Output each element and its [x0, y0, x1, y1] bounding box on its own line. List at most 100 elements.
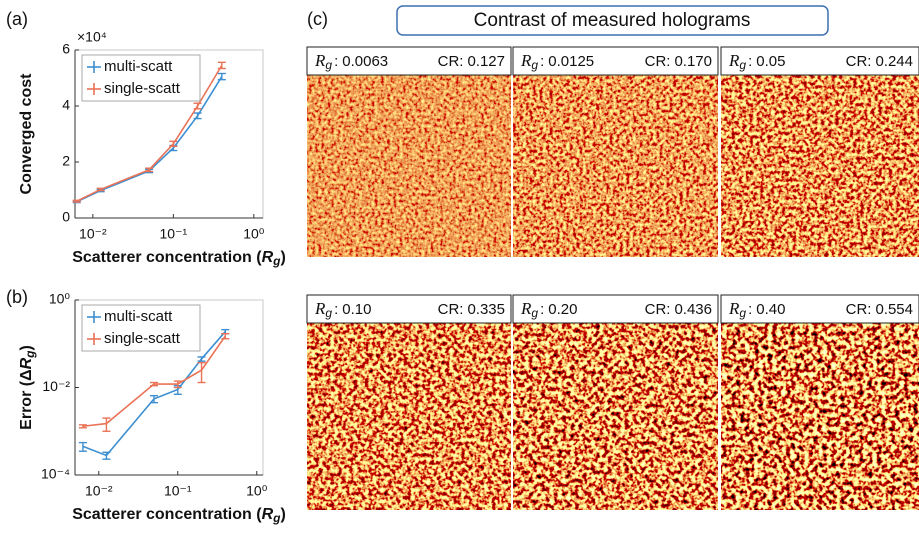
- y-tick-label: 6: [62, 41, 70, 57]
- x-axis-label: Scatterer concentration (Rg): [72, 506, 286, 525]
- cr-name: CR:: [645, 53, 671, 70]
- tile-header: [720, 46, 919, 76]
- y-tick-label: 2: [62, 153, 70, 169]
- cr-value: 0.170: [674, 53, 712, 70]
- series-line: [82, 335, 226, 428]
- hologram-image: [307, 75, 511, 257]
- label-part: R: [262, 506, 274, 523]
- rg-value: 0.40: [756, 301, 785, 318]
- x-tick-label: 10⁻²: [85, 483, 113, 499]
- series-line: [76, 64, 223, 202]
- cr-value: 0.127: [467, 53, 505, 70]
- title-box: [396, 5, 829, 36]
- y-tick-label: 10⁰: [49, 291, 71, 307]
- x-tick-label: 10⁰: [243, 226, 265, 242]
- hologram-image: [721, 323, 919, 510]
- symbol-sub: g: [325, 306, 332, 320]
- separator: :: [540, 53, 544, 70]
- tile-header: [512, 46, 719, 76]
- label-part: R: [262, 249, 274, 266]
- x-tick-label: 10⁻¹: [160, 226, 188, 242]
- symbol-sub: g: [739, 58, 746, 72]
- error-bar: [169, 140, 178, 148]
- cr-value: 0.244: [875, 53, 913, 70]
- x-axis-label: Scatterer concentration (Rg): [72, 249, 286, 268]
- y-tick-label: 10⁻⁴: [41, 466, 70, 482]
- label-part: Scatterer concentration (: [72, 249, 262, 266]
- error-bar: [149, 381, 158, 387]
- error-bar: [173, 380, 182, 389]
- x-tick-label: 10⁻¹: [164, 483, 192, 499]
- symbol: R: [314, 51, 326, 70]
- tile-header: [512, 294, 719, 324]
- y-axis-label: Converged cost: [18, 73, 35, 195]
- error-bar: [96, 187, 105, 192]
- legend-label: single-scatt: [104, 80, 181, 97]
- separator: :: [748, 301, 752, 318]
- cr-name: CR:: [438, 301, 464, 318]
- label-part: Converged cost: [18, 73, 35, 195]
- cr-label: CR: 0.127: [438, 53, 505, 70]
- cr-label: CR: 0.335: [438, 301, 505, 318]
- label-part: g: [272, 511, 281, 525]
- series-line: [82, 331, 226, 457]
- legend-box: [81, 304, 201, 352]
- error-bar: [78, 441, 87, 452]
- tile-header: [720, 294, 919, 324]
- rg-value: 0.10: [342, 301, 371, 318]
- rg-value: 0.0063: [342, 53, 388, 70]
- label-part: R: [18, 357, 35, 369]
- y-tick-label: 10⁻²: [42, 378, 70, 394]
- hologram-image: [307, 323, 511, 510]
- y-multiplier: ×10⁴: [77, 29, 107, 45]
- rg-label: Rg:0.40: [728, 299, 785, 320]
- separator: :: [748, 53, 752, 70]
- rg-label: Rg:0.0125: [520, 51, 594, 72]
- symbol-sub: g: [531, 58, 538, 72]
- label-part: ): [280, 249, 285, 266]
- symbol-sub: g: [531, 306, 538, 320]
- rg-value: 0.20: [548, 301, 577, 318]
- cr-name: CR:: [438, 53, 464, 70]
- rg-value: 0.05: [756, 53, 785, 70]
- label-part: ): [18, 345, 35, 350]
- error-bar: [217, 61, 226, 70]
- cr-label: CR: 0.244: [846, 53, 913, 70]
- legend-label: multi-scatt: [104, 308, 173, 325]
- error-bar: [221, 332, 230, 340]
- symbol-sub: g: [739, 306, 746, 320]
- legend-label: multi-scatt: [104, 58, 173, 75]
- error-bar: [193, 112, 202, 120]
- tile-header: [306, 294, 512, 324]
- error-bar: [149, 394, 158, 404]
- panel-label: (a): [6, 9, 28, 29]
- rg-label: Rg:0.20: [520, 299, 577, 320]
- symbol: R: [728, 51, 740, 70]
- label-part: Error (Δ: [18, 369, 35, 429]
- panel-label: (c): [307, 9, 328, 29]
- legend-box: [81, 54, 201, 102]
- y-tick-label: 0: [62, 209, 70, 225]
- error-bar: [197, 361, 206, 384]
- rg-label: Rg:0.05: [728, 51, 785, 72]
- label-part: Scatterer concentration (: [72, 506, 262, 523]
- error-bar: [217, 72, 226, 81]
- hologram-image: [721, 75, 919, 257]
- hologram-image: [513, 323, 718, 510]
- error-bar: [102, 451, 111, 460]
- separator: :: [540, 301, 544, 318]
- cr-name: CR:: [846, 53, 872, 70]
- rg-label: Rg:0.10: [314, 299, 371, 320]
- label-part: g: [272, 254, 281, 268]
- symbol: R: [728, 299, 740, 318]
- error-bar: [197, 356, 206, 362]
- error-bar: [72, 199, 81, 203]
- label-part: g: [23, 350, 37, 359]
- error-bar: [145, 167, 154, 173]
- symbol: R: [520, 51, 532, 70]
- error-bar: [102, 417, 111, 432]
- series-line: [76, 76, 223, 203]
- x-tick-label: 10⁰: [246, 483, 268, 499]
